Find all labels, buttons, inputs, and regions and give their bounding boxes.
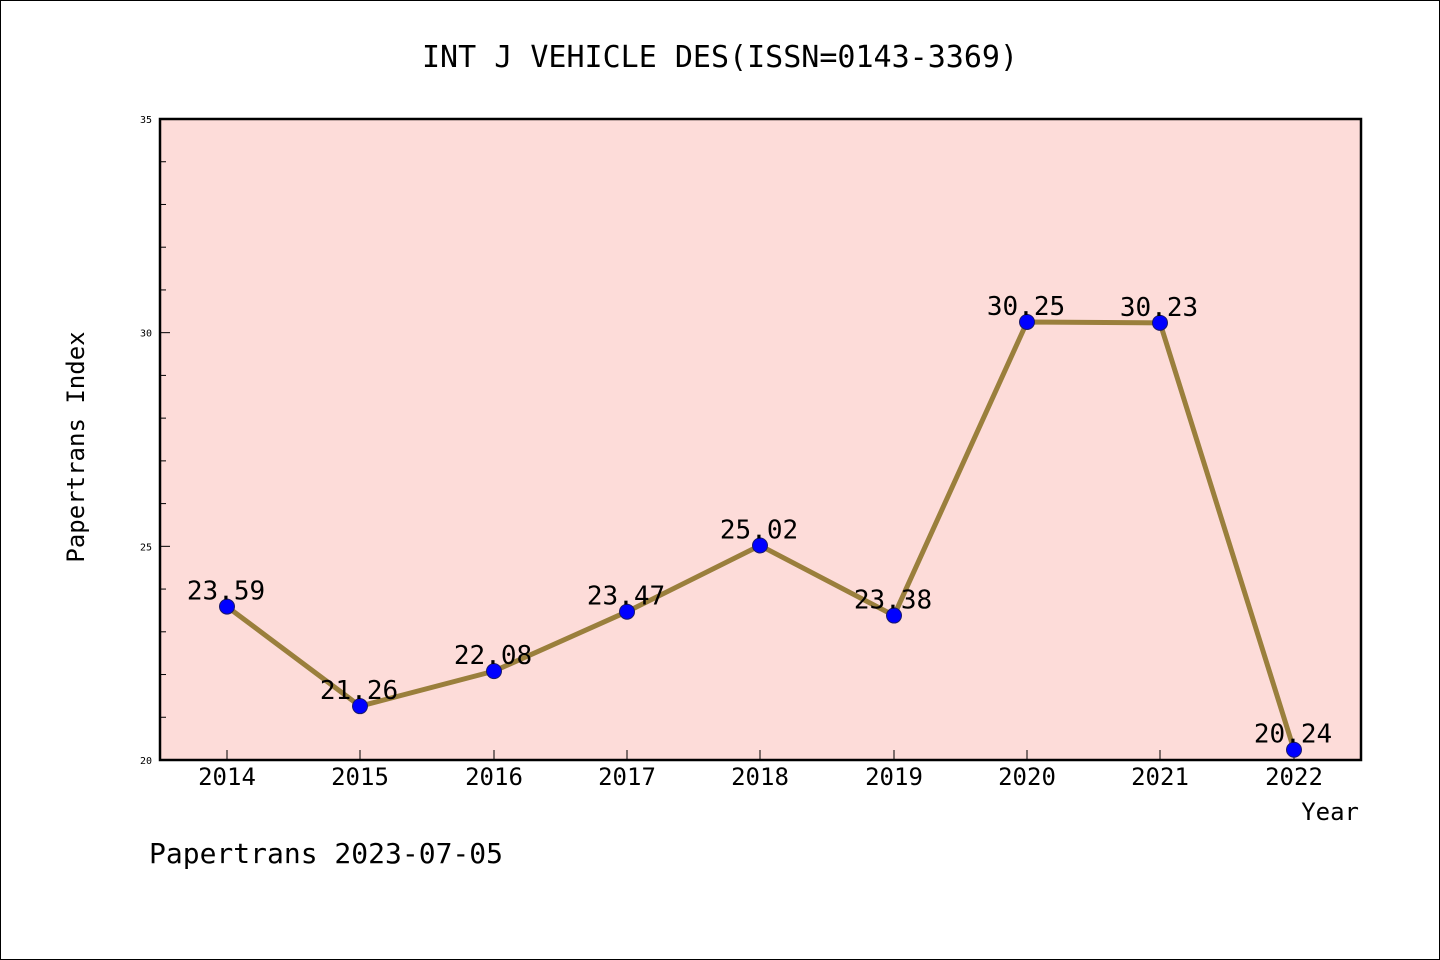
y-tick-label: 25 xyxy=(140,542,152,553)
data-point xyxy=(1286,741,1302,758)
x-tick-label: 2021 xyxy=(1131,763,1189,791)
data-label: 25.02 xyxy=(720,515,798,545)
data-point xyxy=(1152,314,1168,331)
data-point xyxy=(352,698,368,715)
y-tick-label: 20 xyxy=(140,756,152,767)
data-point xyxy=(1019,313,1035,330)
x-tick-label: 2015 xyxy=(331,763,389,791)
y-tick-label: 30 xyxy=(140,329,152,340)
plot-area xyxy=(158,117,1363,762)
data-label: 23.47 xyxy=(587,582,665,612)
data-label: 30.23 xyxy=(1120,293,1198,323)
footer-date: Papertrans 2023-07-05 xyxy=(149,837,503,870)
x-tick-label: 2017 xyxy=(598,763,656,791)
x-tick-label: 2022 xyxy=(1265,763,1323,791)
x-tick-label: 2020 xyxy=(998,763,1056,791)
x-axis-label: Year xyxy=(1301,798,1359,826)
data-point xyxy=(752,537,768,554)
data-point xyxy=(486,663,502,680)
x-axis: 2014 2015 2016 2017 2018 2019 2020 2021 2022 xyxy=(198,750,1323,791)
data-label: 21.26 xyxy=(320,676,398,706)
y-axis: 20 25 30 35 xyxy=(140,115,170,767)
data-labels: 23.59 21.26 22.08 23.47 25.02 23.38 30.25 30.23… xyxy=(187,292,1332,750)
data-label: 23.38 xyxy=(854,586,932,616)
x-tick-label: 2016 xyxy=(465,763,523,791)
x-tick-label: 2018 xyxy=(731,763,789,791)
x-tick-label: 2019 xyxy=(865,763,923,791)
data-label: 22.08 xyxy=(454,641,532,671)
y-axis-label: Papertrans Index xyxy=(62,331,90,562)
x-tick-label: 2014 xyxy=(198,763,256,791)
data-point xyxy=(886,607,902,624)
data-point xyxy=(219,598,235,615)
data-label: 23.59 xyxy=(187,577,265,607)
series-markers xyxy=(219,313,1302,758)
data-label: 20.24 xyxy=(1254,720,1332,750)
chart-title: INT J VEHICLE DES(ISSN=0143-3369) xyxy=(422,40,1018,75)
data-point xyxy=(619,603,635,620)
data-label: 30.25 xyxy=(987,292,1065,322)
y-tick-label: 35 xyxy=(140,115,152,126)
